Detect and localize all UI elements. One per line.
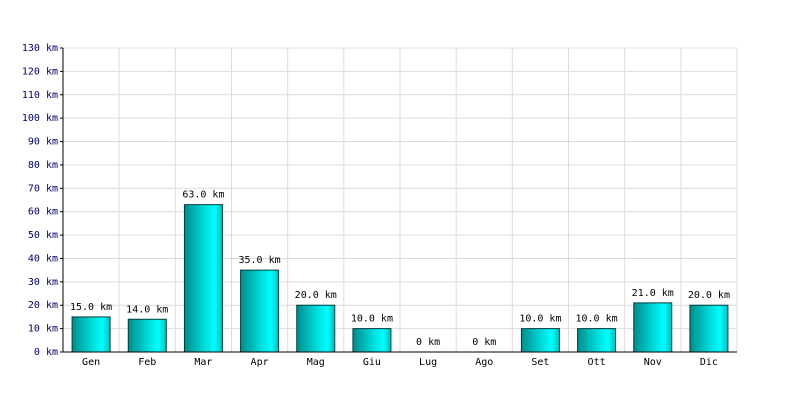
bar [352, 328, 392, 353]
x-tick-label: Dic [700, 357, 718, 368]
y-tick-label: 40 km [28, 253, 58, 264]
value-label: 20.0 km [295, 290, 337, 301]
value-label: 10.0 km [519, 314, 561, 325]
y-tick-label: 10 km [28, 324, 58, 335]
x-tick-label: Gen [82, 357, 100, 368]
value-label: 10.0 km [351, 314, 393, 325]
x-tick-label: Nov [644, 357, 662, 368]
y-tick-label: 30 km [28, 277, 58, 288]
value-label: 0 km [416, 337, 440, 348]
bar [183, 204, 223, 353]
bar [689, 304, 729, 353]
bar [240, 269, 280, 353]
value-label: 20.0 km [688, 290, 730, 301]
x-tick-label: Lug [419, 357, 437, 368]
x-tick-label: Ago [475, 357, 493, 368]
y-tick-label: 60 km [28, 207, 58, 218]
x-tick-label: Apr [251, 357, 269, 368]
bar [296, 304, 336, 353]
y-tick-label: 110 km [22, 90, 58, 101]
value-label: 15.0 km [70, 302, 112, 313]
y-tick-label: 80 km [28, 160, 58, 171]
bar [577, 328, 617, 353]
bar [633, 302, 673, 353]
x-tick-label: Feb [138, 357, 156, 368]
y-tick-label: 70 km [28, 183, 58, 194]
value-label: 10.0 km [576, 314, 618, 325]
y-tick-label: 90 km [28, 137, 58, 148]
y-tick-label: 100 km [22, 113, 58, 124]
bar [520, 328, 560, 353]
y-tick-label: 0 km [34, 347, 58, 358]
x-tick-label: Set [531, 357, 549, 368]
x-tick-label: Mar [194, 357, 212, 368]
value-label: 21.0 km [632, 288, 674, 299]
x-tick-label: Giu [363, 357, 381, 368]
y-tick-label: 130 km [22, 43, 58, 54]
value-label: 35.0 km [239, 255, 281, 266]
value-label: 0 km [472, 337, 496, 348]
y-tick-label: 120 km [22, 66, 58, 77]
x-tick-label: Mag [307, 357, 325, 368]
y-tick-label: 50 km [28, 230, 58, 241]
bar [71, 316, 111, 353]
x-tick-label: Ott [588, 357, 606, 368]
bar [127, 318, 167, 353]
y-tick-label: 20 km [28, 300, 58, 311]
value-label: 63.0 km [182, 190, 224, 201]
value-label: 14.0 km [126, 304, 168, 315]
